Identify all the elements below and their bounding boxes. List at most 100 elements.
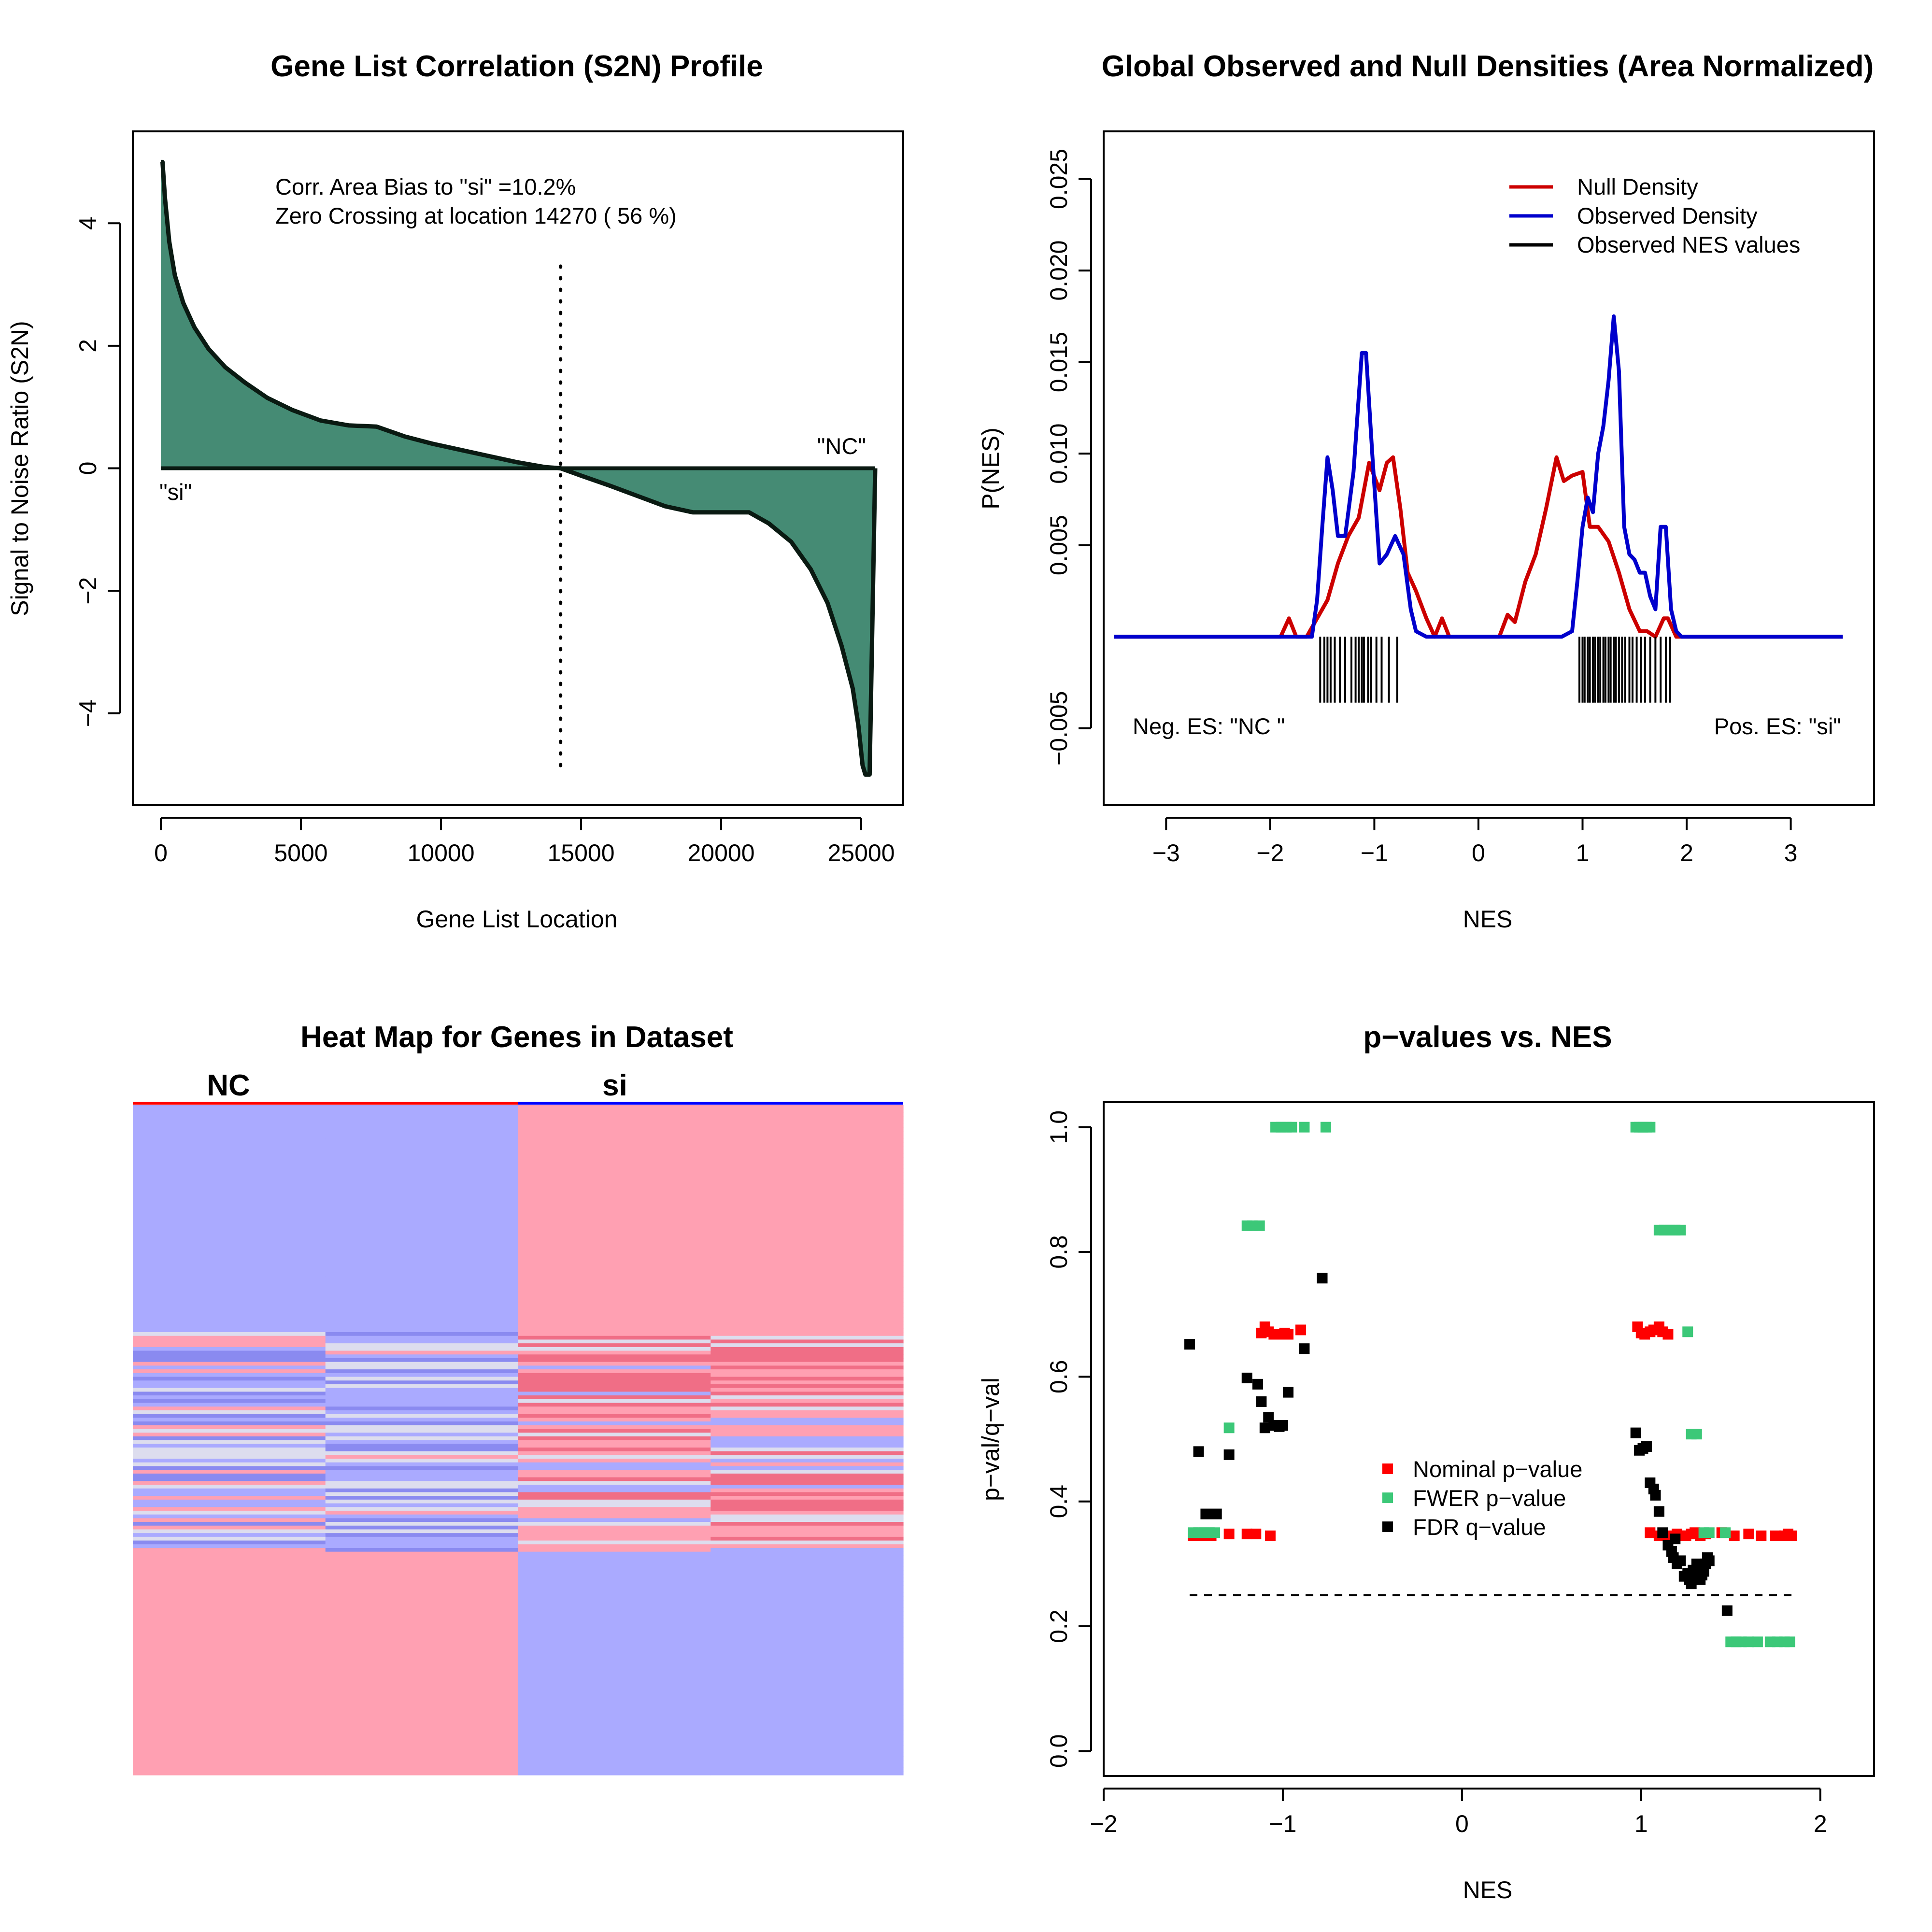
p3-heatmap-cell xyxy=(133,1112,326,1117)
p3-heatmap-cell xyxy=(325,1161,519,1165)
p3-heatmap-cell xyxy=(325,1522,519,1526)
p1-zero-crossing-annotation: Zero Crossing at location 14270 ( 56 %) xyxy=(275,203,677,228)
p3-heatmap-cell xyxy=(710,1741,904,1746)
p3-heatmap-cell xyxy=(518,1414,711,1418)
p3-heatmap-cell xyxy=(710,1559,904,1563)
p3-heatmap-cell xyxy=(325,1686,519,1690)
p3-heatmap-cell xyxy=(133,1150,326,1154)
p4-nominal-point xyxy=(1743,1528,1754,1539)
p3-heatmap-cell xyxy=(133,1339,326,1344)
p3-heatmap-cell xyxy=(325,1235,519,1239)
p3-heatmap-cell xyxy=(518,1473,711,1478)
p3-heatmap-cell xyxy=(710,1138,904,1143)
p3-heatmap-cell xyxy=(710,1187,904,1191)
p3-heatmap-cell xyxy=(325,1206,519,1210)
p3-heatmap-cell xyxy=(518,1451,711,1455)
p3-heatmap-cell xyxy=(325,1414,519,1418)
p3-heatmap-cell xyxy=(133,1153,326,1158)
p2-y-axis: −0.005 0.005 0.010 0.015 0.020 0.025 xyxy=(1045,149,1092,766)
p3-heatmap-cell xyxy=(710,1176,904,1180)
p3-heatmap-cell xyxy=(518,1302,711,1307)
p4-fwer-point xyxy=(1286,1122,1297,1133)
heatmap-panel: Heat Map for Genes in Dataset NC si xyxy=(133,1021,904,1776)
p3-heatmap-cell xyxy=(710,1198,904,1202)
p3-heatmap-cell xyxy=(325,1484,519,1489)
p3-heatmap-cell xyxy=(710,1280,904,1284)
p1-x-label: Gene List Location xyxy=(416,906,618,933)
p3-heatmap-cell xyxy=(710,1243,904,1247)
p3-heatmap-cell xyxy=(710,1309,904,1314)
p3-heatmap-cell xyxy=(133,1354,326,1359)
p2-x-tick-label: −3 xyxy=(1152,839,1180,867)
p4-nominal-point xyxy=(1295,1324,1307,1335)
p3-heatmap-cell xyxy=(133,1272,326,1277)
p4-y-tick-label: 1.0 xyxy=(1045,1110,1072,1144)
p3-heatmap-cell xyxy=(133,1429,326,1433)
p3-heatmap-cell xyxy=(133,1217,326,1221)
p3-heatmap-cell xyxy=(325,1168,519,1173)
p3-heatmap-cell xyxy=(518,1574,711,1578)
p3-heatmap-cell xyxy=(518,1146,711,1151)
p3-heatmap-cell xyxy=(710,1150,904,1154)
p3-heatmap-cell xyxy=(325,1269,519,1273)
p4-fdr-point xyxy=(1630,1427,1641,1438)
p3-heatmap-cell xyxy=(325,1328,519,1333)
p4-legend-fwer-label: FWER p−value xyxy=(1413,1485,1566,1511)
p3-heatmap-cell xyxy=(710,1369,904,1374)
p3-heatmap-cell xyxy=(325,1317,519,1321)
p3-heatmap-cell xyxy=(518,1183,711,1188)
p3-heatmap-cell xyxy=(518,1317,711,1321)
p3-heatmap-cell xyxy=(133,1704,326,1708)
p4-fdr-point xyxy=(1704,1555,1715,1566)
p1-x-tick-label: 5000 xyxy=(274,839,327,867)
p3-heatmap-cell xyxy=(133,1265,326,1269)
p3-heatmap-cell xyxy=(710,1105,904,1109)
p3-heatmap-cell xyxy=(518,1265,711,1269)
p3-heatmap-cell xyxy=(518,1291,711,1295)
p3-heatmap-cell xyxy=(325,1112,519,1117)
p3-heatmap-cell xyxy=(325,1153,519,1158)
p4-fwer-point xyxy=(1752,1636,1763,1648)
p2-y-tick-label: 0.025 xyxy=(1045,149,1072,209)
p3-heatmap-cell xyxy=(133,1752,326,1757)
p3-heatmap-cell xyxy=(518,1287,711,1292)
p4-fwer-point xyxy=(1720,1527,1731,1538)
p3-heatmap-cell xyxy=(710,1689,904,1694)
p3-heatmap-cell xyxy=(518,1161,711,1165)
p3-heatmap-cell xyxy=(133,1734,326,1738)
p3-heatmap-cell xyxy=(710,1574,904,1578)
p3-heatmap-cell xyxy=(710,1652,904,1657)
p3-heatmap-cell xyxy=(518,1399,711,1404)
p4-x-tick-label: 0 xyxy=(1455,1810,1469,1837)
p3-heatmap-cell xyxy=(710,1637,904,1642)
p3-heatmap-cell xyxy=(518,1756,711,1761)
p4-fwer-point xyxy=(1784,1636,1795,1648)
p3-heatmap-cell xyxy=(325,1667,519,1671)
p3-heatmap-cell xyxy=(710,1466,904,1470)
p3-heatmap-cell xyxy=(518,1585,711,1590)
p3-heatmap-cell xyxy=(133,1544,326,1548)
p3-heatmap-cell xyxy=(710,1425,904,1429)
p3-heatmap-cell xyxy=(518,1741,711,1746)
p3-heatmap-cell xyxy=(710,1373,904,1378)
p3-heatmap-cell xyxy=(325,1752,519,1757)
p3-heatmap-cell xyxy=(518,1581,711,1586)
p3-heatmap-cell xyxy=(710,1220,904,1225)
p3-heatmap-cell xyxy=(325,1406,519,1411)
p3-heatmap-cell xyxy=(325,1619,519,1623)
p3-heatmap-cell xyxy=(710,1596,904,1601)
p3-heatmap-cell xyxy=(133,1403,326,1407)
p3-heatmap-cell xyxy=(325,1440,519,1444)
p4-y-tick-label: 0.0 xyxy=(1045,1734,1072,1768)
p3-heatmap-cell xyxy=(325,1343,519,1348)
p3-heatmap-cell xyxy=(325,1347,519,1351)
p3-heatmap-cell xyxy=(710,1514,904,1519)
p3-heatmap-cell xyxy=(133,1634,326,1638)
p3-heatmap-cell xyxy=(710,1429,904,1433)
p3-heatmap-cell xyxy=(518,1689,711,1694)
p2-legend: Null Density Observed Density Observed N… xyxy=(1509,174,1800,257)
p3-heatmap-cell xyxy=(518,1503,711,1507)
p3-heatmap-cell xyxy=(518,1276,711,1280)
p3-heatmap-cell xyxy=(325,1503,519,1507)
p3-heatmap-cell xyxy=(133,1135,326,1139)
